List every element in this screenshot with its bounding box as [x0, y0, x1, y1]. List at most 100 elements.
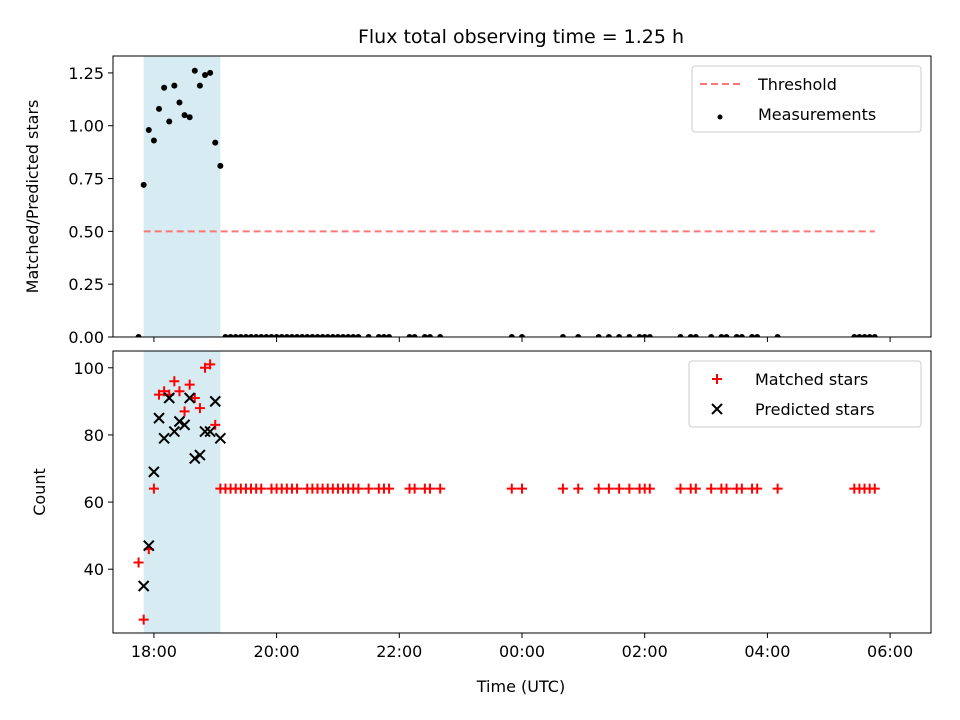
- data-point: [248, 334, 255, 337]
- series-matched-stars: [133, 359, 880, 625]
- data-point: [340, 334, 347, 337]
- data-point: [626, 334, 633, 337]
- data-point: [752, 483, 763, 494]
- data-point: [214, 432, 227, 444]
- data-point: [641, 334, 648, 337]
- data-point: [212, 139, 219, 146]
- data-point: [217, 162, 224, 169]
- data-point: [258, 334, 265, 337]
- data-point: [437, 334, 444, 337]
- data-point: [426, 334, 433, 337]
- x-tick-label: 20:00: [254, 642, 300, 661]
- data-point: [169, 376, 180, 387]
- y-tick-label: 0.50: [68, 222, 104, 241]
- data-point: [624, 483, 635, 494]
- data-point: [869, 483, 880, 494]
- data-point: [174, 386, 185, 397]
- data-point: [636, 334, 643, 337]
- data-point: [721, 483, 732, 494]
- data-point: [677, 334, 684, 337]
- data-point: [263, 334, 270, 337]
- x-tick-label: 22:00: [376, 642, 422, 661]
- y-tick-label: 80: [84, 426, 104, 445]
- data-point: [871, 334, 878, 337]
- data-point: [168, 425, 181, 438]
- data-point: [200, 362, 211, 373]
- data-point: [133, 557, 144, 568]
- data-point: [179, 406, 190, 417]
- data-point: [603, 483, 614, 494]
- data-point: [140, 181, 147, 188]
- data-point: [156, 105, 163, 112]
- data-point: [708, 334, 715, 337]
- legend-entry-label: Measurements: [758, 105, 876, 124]
- data-point: [595, 334, 602, 337]
- data-point: [209, 395, 221, 408]
- y-tick-label: 1.00: [68, 117, 104, 136]
- data-point: [646, 334, 653, 337]
- data-point: [692, 334, 699, 337]
- data-point: [150, 137, 157, 144]
- y-tick-label: 0.75: [68, 170, 104, 189]
- data-point: [733, 334, 740, 337]
- data-point: [409, 483, 420, 494]
- y-tick-label: 60: [84, 493, 104, 512]
- data-point: [314, 334, 321, 337]
- data-point: [774, 334, 781, 337]
- top-highlight-span: [143, 56, 221, 337]
- data-point: [184, 379, 195, 390]
- data-point: [519, 334, 525, 337]
- data-point: [158, 432, 170, 444]
- data-point: [706, 483, 717, 494]
- data-point: [191, 67, 198, 74]
- data-point: [189, 452, 201, 465]
- legend-entry-label: Threshold: [757, 75, 837, 94]
- data-point: [222, 334, 229, 337]
- data-point: [754, 334, 761, 337]
- x-tick-label: 02:00: [622, 642, 668, 661]
- data-point: [204, 425, 216, 438]
- data-point: [145, 126, 152, 133]
- data-point: [851, 334, 858, 337]
- data-point: [723, 334, 730, 337]
- data-point: [605, 334, 612, 337]
- bottom-panel: 18:00 20:00 22:00 00:00 02:00 04:00 06:00 40 60 8…: [30, 350, 932, 661]
- data-point: [380, 334, 387, 337]
- data-point: [386, 334, 393, 337]
- data-point: [616, 334, 623, 337]
- data-point: [304, 334, 311, 337]
- data-point: [334, 334, 341, 337]
- top-y-axis-label: Matched/Predicted stars: [23, 100, 42, 294]
- data-point: [154, 389, 165, 400]
- data-point: [675, 483, 686, 494]
- data-point: [644, 483, 655, 494]
- data-point: [292, 483, 303, 494]
- data-point: [138, 614, 149, 625]
- data-point: [196, 82, 203, 89]
- data-point: [363, 483, 374, 494]
- data-point: [559, 334, 566, 337]
- data-point: [268, 334, 275, 337]
- data-point: [189, 393, 200, 403]
- data-point: [178, 419, 191, 431]
- data-point: [614, 483, 625, 494]
- top-legend: Threshold Measurements: [691, 65, 922, 133]
- series-predicted-stars: [137, 392, 227, 592]
- data-point: [690, 483, 701, 494]
- y-tick-label: 0.25: [68, 275, 104, 294]
- data-point: [181, 112, 188, 119]
- data-point: [329, 334, 336, 337]
- data-point: [166, 118, 173, 125]
- data-point: [207, 69, 214, 76]
- data-point: [163, 392, 175, 404]
- bottom-legend: Matched stars Predicted stars: [688, 360, 922, 428]
- data-point: [253, 334, 260, 337]
- x-tick-label: 06:00: [867, 642, 913, 661]
- data-point: [738, 334, 745, 337]
- x-tick-label: 18:00: [131, 642, 177, 661]
- legend-entry-label: Matched stars: [755, 370, 868, 389]
- data-point: [137, 580, 150, 592]
- data-point: [406, 334, 413, 337]
- y-tick-label: 0.00: [68, 328, 104, 347]
